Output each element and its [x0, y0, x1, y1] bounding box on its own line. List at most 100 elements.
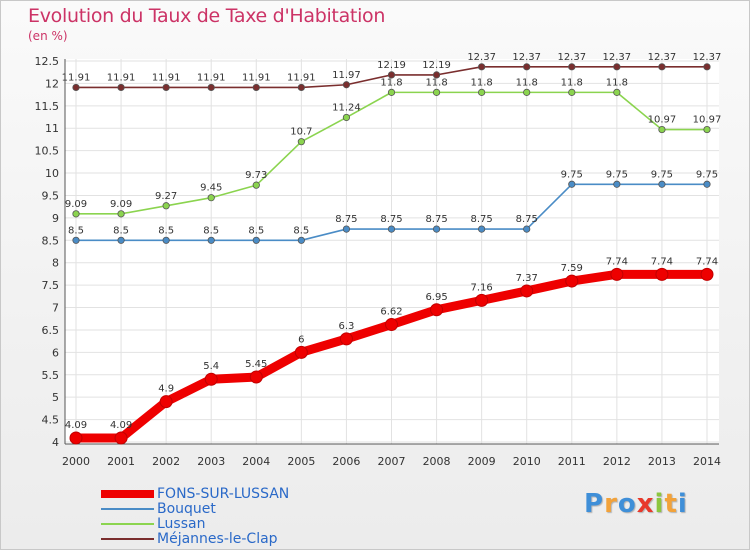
data-label: 4.09 [110, 420, 132, 431]
data-point [117, 83, 125, 92]
y-tick-label: 5.5 [42, 369, 60, 382]
logo-letter: r [604, 489, 618, 519]
logo-letter: P [584, 489, 605, 519]
data-point [117, 236, 125, 244]
data-point [610, 267, 624, 281]
data-point [72, 83, 80, 92]
data-point [613, 180, 621, 188]
data-label: 9.75 [696, 169, 718, 180]
data-label: 11.91 [242, 72, 271, 83]
y-tick-label: 9.5 [42, 189, 60, 202]
x-tick-label: 2010 [513, 455, 541, 468]
data-label: 8.75 [335, 214, 357, 225]
legend-swatch-fons [101, 490, 154, 498]
x-tick-label: 2000 [62, 455, 90, 468]
data-label: 10.97 [693, 115, 722, 126]
data-label: 10.97 [648, 115, 677, 126]
legend-swatch-mejannes [101, 538, 154, 540]
logo-letter: i [677, 489, 688, 519]
data-point [568, 63, 576, 71]
data-label: 11.8 [380, 77, 402, 88]
x-tick-label: 2009 [468, 455, 496, 468]
data-point [249, 370, 263, 384]
data-label: 8.75 [516, 214, 538, 225]
data-label: 11.24 [332, 102, 361, 113]
data-label: 11.97 [332, 70, 361, 81]
data-label: 8.75 [425, 214, 447, 225]
x-tick-label: 2014 [693, 455, 721, 468]
data-point [297, 138, 305, 146]
x-tick-label: 2007 [378, 455, 406, 468]
data-point [207, 194, 215, 202]
data-label: 6.62 [380, 307, 402, 318]
proxiti-logo: Proxiti [584, 489, 688, 519]
data-point [700, 267, 714, 281]
data-label: 12.19 [377, 60, 406, 71]
data-point [432, 71, 441, 79]
x-tick-label: 2003 [197, 455, 225, 468]
y-tick-label: 10 [45, 167, 59, 180]
data-label: 5.45 [245, 359, 267, 370]
data-point [658, 125, 666, 134]
data-label: 11.8 [471, 77, 493, 88]
data-label: 11.8 [425, 77, 447, 88]
x-tick-label: 2008 [423, 455, 451, 468]
y-tick-label: 6 [52, 346, 59, 359]
data-label: 7.74 [606, 256, 628, 267]
data-point [703, 180, 711, 188]
data-label: 9.45 [200, 183, 222, 194]
data-label: 8.5 [68, 225, 84, 236]
data-point [432, 88, 441, 96]
data-point [475, 293, 489, 307]
chart-title: Evolution du Taux de Taxe d'Habitation [28, 5, 386, 27]
data-point [613, 88, 621, 96]
logo-letter: t [664, 489, 678, 519]
y-tick-label: 7 [52, 302, 59, 315]
data-label: 9.27 [155, 191, 177, 202]
data-label: 12.37 [467, 52, 496, 63]
data-label: 7.37 [516, 273, 538, 284]
data-point [252, 83, 260, 92]
legend-label-bouquet: Bouquet [157, 501, 216, 517]
data-label: 7.16 [471, 282, 493, 293]
logo-letter: i [654, 489, 665, 519]
data-point [252, 236, 260, 244]
legend-swatch-bouquet [101, 508, 154, 510]
data-label: 4.9 [158, 384, 174, 395]
data-point [387, 88, 396, 96]
data-label: 4.09 [65, 420, 87, 431]
data-point [69, 431, 83, 445]
data-point [72, 236, 80, 244]
data-point [162, 83, 170, 92]
data-label: 11.91 [197, 72, 226, 83]
data-point [703, 125, 711, 134]
data-label: 6 [298, 334, 304, 345]
legend-label-fons: FONS-SUR-LUSSAN [157, 486, 290, 502]
data-point [204, 372, 218, 386]
data-point [523, 225, 531, 233]
data-point [114, 431, 128, 445]
data-point [568, 180, 576, 188]
data-label: 7.74 [696, 256, 718, 267]
data-point [387, 225, 396, 233]
y-tick-label: 5 [52, 391, 59, 404]
data-label: 12.37 [512, 52, 541, 63]
data-point [252, 181, 260, 189]
data-label: 8.75 [380, 214, 402, 225]
data-point [387, 71, 396, 79]
data-label: 9.73 [245, 170, 267, 181]
data-point [162, 236, 170, 244]
y-tick-label: 12.5 [35, 55, 60, 68]
data-point [159, 395, 173, 409]
x-tick-label: 2004 [242, 455, 270, 468]
data-point [478, 88, 486, 96]
y-tick-label: 10.5 [35, 145, 60, 158]
data-label: 9.75 [606, 169, 628, 180]
y-tick-label: 8 [52, 257, 59, 270]
x-tick-label: 2005 [287, 455, 315, 468]
data-label: 12.37 [603, 52, 632, 63]
data-label: 12.37 [648, 52, 677, 63]
data-point [342, 81, 351, 89]
y-tick-label: 11.5 [35, 100, 60, 113]
data-label: 7.59 [561, 263, 583, 274]
